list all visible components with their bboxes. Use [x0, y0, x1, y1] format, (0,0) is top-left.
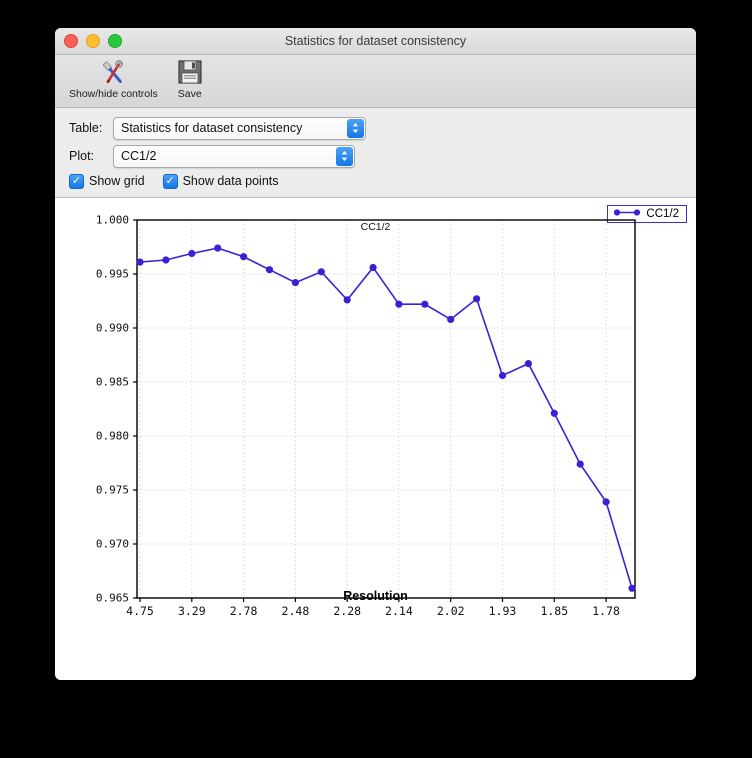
plot-row: Plot: CC1/2: [69, 144, 696, 168]
legend-label: CC1/2: [646, 208, 679, 220]
show-hide-controls-label: Show/hide controls: [69, 88, 158, 100]
svg-text:2.28: 2.28: [333, 604, 361, 618]
table-select-value: Statistics for dataset consistency: [121, 121, 303, 135]
svg-text:0.975: 0.975: [96, 484, 129, 497]
close-button[interactable]: [64, 34, 78, 48]
legend-line-icon: [613, 208, 641, 220]
svg-text:0.990: 0.990: [96, 322, 129, 335]
tools-icon: [93, 57, 133, 87]
chart-title: CC1/2: [360, 221, 391, 233]
svg-text:0.985: 0.985: [96, 376, 129, 389]
app-window: Statistics for dataset consistency: [55, 28, 696, 680]
plot-label: Plot:: [69, 149, 95, 163]
table-label: Table:: [69, 121, 103, 135]
show-data-points-label: Show data points: [182, 174, 279, 188]
svg-text:0.970: 0.970: [96, 538, 129, 551]
maximize-button[interactable]: [108, 34, 122, 48]
svg-text:0.980: 0.980: [96, 430, 129, 443]
toolbar: Show/hide controls Save: [55, 55, 696, 108]
svg-text:1.93: 1.93: [489, 604, 517, 618]
svg-text:2.02: 2.02: [437, 604, 465, 618]
chevron-updown-icon: [336, 146, 353, 166]
plot-select-value: CC1/2: [121, 149, 157, 163]
checkbox-row: ✓ Show grid ✓ Show data points: [69, 172, 696, 190]
controls-panel: Table: Statistics for dataset consistenc…: [55, 108, 696, 198]
x-axis-title: Resolution: [343, 589, 408, 603]
chart-canvas: 0.965 0.970 0.975 0.980 0.985 0.990 0.995 1.000…: [96, 214, 636, 618]
svg-text:1.000: 1.000: [96, 214, 129, 227]
svg-text:3.29: 3.29: [178, 604, 206, 618]
plot-select[interactable]: CC1/2: [113, 144, 355, 168]
svg-text:4.75: 4.75: [126, 604, 154, 618]
minimize-button[interactable]: [86, 34, 100, 48]
floppy-disk-icon: [175, 57, 205, 87]
show-grid-label: Show grid: [89, 174, 145, 188]
svg-text:2.48: 2.48: [282, 604, 310, 618]
svg-text:2.78: 2.78: [230, 604, 258, 618]
show-grid-checkbox[interactable]: ✓: [69, 173, 84, 189]
save-button[interactable]: Save: [164, 57, 216, 100]
table-row: Table: Statistics for dataset consistenc…: [69, 116, 696, 140]
plot-panel: CC1/2 CC1/2 0.965 0.970 0.975 0.980 0.985 0.9…: [55, 198, 696, 680]
svg-text:0.995: 0.995: [96, 268, 129, 281]
svg-text:0.965: 0.965: [96, 592, 129, 605]
show-hide-controls-button[interactable]: Show/hide controls: [63, 57, 164, 100]
chevron-updown-icon: [347, 118, 364, 138]
chart-legend[interactable]: CC1/2: [607, 205, 687, 223]
title-bar: Statistics for dataset consistency: [55, 28, 696, 55]
show-data-points-checkbox[interactable]: ✓: [162, 173, 178, 189]
table-select[interactable]: Statistics for dataset consistency: [113, 116, 366, 140]
svg-text:1.85: 1.85: [540, 604, 568, 618]
window-title: Statistics for dataset consistency: [284, 34, 467, 48]
window-controls: [64, 34, 122, 48]
svg-text:2.14: 2.14: [385, 604, 413, 618]
save-label: Save: [177, 88, 202, 100]
svg-text:1.78: 1.78: [592, 604, 620, 618]
